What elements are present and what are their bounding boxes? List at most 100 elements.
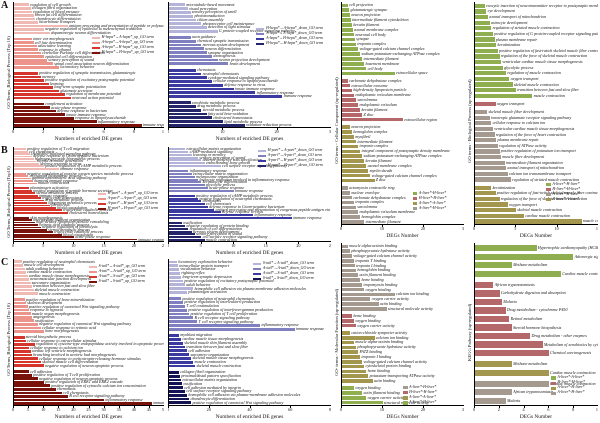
bar-label: positive regulation of interferon-gamma …: [188, 307, 273, 313]
bar-label: Malaria: [503, 298, 517, 304]
bar-label: drug metabolic process: [45, 197, 84, 203]
chart-legend: H-pari*→A-pari*_up_GO term A-pari*→A-pari…: [98, 191, 158, 211]
bar-row: basement membrane: [342, 61, 464, 66]
bar-label: cellular response to lipopolysaccharide: [213, 78, 279, 84]
bar: [342, 93, 355, 98]
bar-row: skeletal muscle cell differentiation: [14, 359, 164, 365]
bar: [169, 181, 202, 184]
bar-label: immune response: [39, 192, 68, 198]
bar-label: neuromuscular junction development: [30, 276, 91, 282]
bar-label: oxygen transport: [496, 100, 525, 106]
x-axis-title: Numbers of enriched DE genes: [215, 414, 284, 420]
x-axis-tick: [88, 406, 90, 409]
bar: [169, 164, 221, 167]
legend-entry: A-pari*→A-pari*_down_GO term: [258, 153, 323, 158]
bar: [14, 224, 38, 226]
bar-label: sensory perception of sound: [196, 231, 242, 237]
bar-row: positive regulation of ERK1 and ERK2 cas…: [14, 380, 164, 385]
bar-row: skeletal muscle contraction: [475, 82, 598, 88]
bar: [169, 214, 254, 217]
bar-row: neuron projection: [342, 12, 464, 18]
bar-label: myoblast migration: [180, 332, 213, 338]
bar: [169, 170, 189, 173]
bar-label: anterior/posterior axis specification: [202, 157, 262, 163]
bar-label: cardiac muscle tissue morphogenesis: [182, 336, 244, 342]
bar-label: inflammatory response: [254, 212, 292, 218]
bar-label: voltage-gated calcium channel activity: [353, 252, 417, 258]
bar-row: anterior/posterior axis specification: [169, 157, 331, 163]
bar-row: regulation of cell differentiation: [169, 226, 331, 230]
legend-label: A-liver*-H-liver*: [409, 384, 437, 389]
bar-row: neuronal action potential: [14, 95, 164, 100]
bar-row: troponin T binding: [342, 258, 464, 263]
bar-label: positive regulation of bone mineralizati…: [25, 296, 95, 302]
bar-row: keratin filament: [342, 22, 464, 27]
bar-row: Steroid hormone biosynthesis: [475, 323, 598, 332]
bar: [475, 48, 498, 53]
bar-label: cell fate determination: [34, 39, 72, 45]
legend-entry: A-liver*-H-liver*: [551, 390, 585, 395]
bar-label: hydrogen peroxide biosynthetic process: [34, 155, 100, 161]
bar: [169, 291, 188, 294]
bar: [169, 374, 181, 378]
legend-swatch-icon: [546, 182, 551, 187]
bar-label: regulation of striated muscle contractio…: [492, 25, 560, 31]
bar-row: immune response: [169, 215, 331, 220]
bar-label: cell chemotaxis: [28, 148, 55, 154]
bar: [475, 54, 500, 59]
bar: [14, 339, 26, 343]
bar-row: positive regulation of canonical Wnt sig…: [169, 400, 331, 405]
bar-label: immune response: [153, 400, 164, 406]
panel-c-downregulated-chart: locomotory exploration behavior intracell…: [168, 259, 331, 421]
bar: [14, 202, 47, 204]
bar: [14, 216, 29, 219]
bar: [342, 37, 355, 42]
bar-label: dopaminergic neuron differentiation: [51, 29, 111, 35]
bar: [342, 254, 353, 258]
x-axis-tick: [474, 406, 475, 409]
x-axis-tick-label: 10: [554, 226, 559, 232]
bar-row: immune response: [169, 94, 331, 99]
bar: [475, 171, 508, 177]
bar-label: ossification: [183, 380, 203, 386]
bar-label: extracellular matrix organization: [182, 376, 237, 382]
bar: [14, 350, 31, 353]
bar: [14, 204, 50, 207]
bar-label: extracellular region: [404, 116, 437, 122]
bar: [14, 319, 34, 323]
bar-row: Methane metabolism: [475, 261, 598, 270]
bar: [342, 195, 353, 200]
legend-swatch-icon: [92, 46, 100, 49]
panel-a-letter: A: [1, 0, 9, 11]
x-axis-tick: [13, 406, 14, 409]
bar-row: negative regulation of protein binding: [169, 223, 331, 228]
bar: [342, 340, 355, 345]
bar: [475, 3, 485, 8]
bar-label: gamma-aminobutyric acid signaling pathwa…: [31, 175, 107, 181]
bar: [14, 79, 44, 82]
bar: [342, 244, 349, 249]
bar-row: antigen processing and presentation of e…: [169, 207, 331, 211]
x-axis-tick-label: 6: [547, 407, 550, 413]
bar-row: regulation of the force of heart contrac…: [475, 132, 598, 138]
bar: [169, 47, 205, 51]
legend-swatch-icon: [551, 376, 556, 380]
bar: [475, 71, 507, 76]
legend-swatch-icon: [551, 391, 556, 395]
bar-label: skeletal muscle cell differentiation: [42, 359, 99, 365]
bar-row: negative regulation of neuron apoptotic …: [14, 363, 164, 368]
bar-label: keratinocyte differentiation: [202, 179, 248, 185]
legend-entry: A-liver*-A-liver*: [412, 201, 447, 206]
bar-label: proximal/distal pattern specification: [181, 373, 241, 379]
bar: [169, 304, 186, 308]
bar-label: epithelial cell differentiation: [45, 53, 92, 59]
bar-label: positive regulation of neutrophil chemot…: [182, 295, 255, 301]
bar: [14, 21, 38, 24]
bar: [14, 65, 59, 69]
bar-row: response to ethanol: [14, 47, 164, 52]
bar-row: nuclear envelope: [342, 190, 464, 195]
bar-row: myelin sheath: [342, 168, 464, 173]
bar: [342, 386, 355, 390]
bar: [169, 186, 208, 189]
bar-label: intermediate filament organization: [33, 217, 91, 223]
